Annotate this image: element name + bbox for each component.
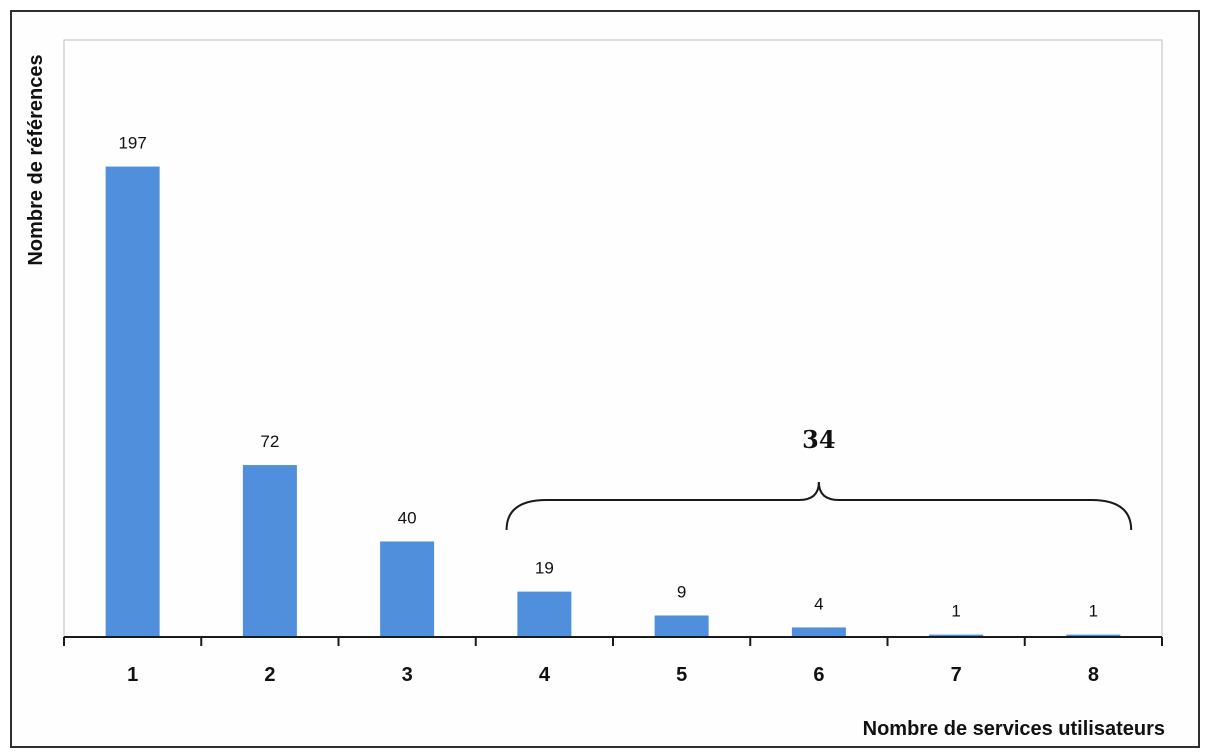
- x-tick-label-4: 4: [539, 664, 551, 686]
- data-label-8: 1: [1089, 602, 1098, 621]
- x-tick-label-5: 5: [676, 664, 687, 686]
- bar-5: [654, 615, 709, 637]
- data-labels: 197 72 40 19 9 4 1 1: [118, 134, 1098, 621]
- x-axis-title: Nombre de services utilisateurs: [863, 718, 1165, 740]
- bar-8: [1066, 634, 1121, 637]
- curly-brace: [505, 481, 1133, 531]
- x-axis: 1 2 3 4 5 6 7 8: [63, 636, 1163, 686]
- x-tick-label-7: 7: [951, 664, 962, 686]
- x-tick-label-2: 2: [264, 664, 275, 686]
- annotation: 34: [505, 425, 1133, 531]
- bar-7: [929, 634, 984, 637]
- data-label-7: 1: [951, 602, 960, 621]
- plot-area: [63, 39, 1163, 638]
- data-label-4: 19: [535, 559, 554, 578]
- x-tick-label-8: 8: [1088, 664, 1099, 686]
- bar-6: [791, 627, 846, 637]
- bar-2: [242, 465, 297, 637]
- data-label-6: 4: [814, 594, 823, 613]
- data-label-1: 197: [118, 134, 146, 153]
- bar-4: [517, 591, 572, 637]
- x-tick-label-1: 1: [127, 664, 138, 686]
- annotation-label: 34: [802, 425, 835, 454]
- y-axis-title: Nombre de références: [25, 54, 47, 265]
- x-tick-label-3: 3: [402, 664, 413, 686]
- data-label-2: 72: [260, 432, 279, 451]
- bars: [105, 166, 1121, 637]
- plot-border: [63, 39, 1163, 638]
- bar-3: [380, 541, 435, 637]
- x-tick-label-6: 6: [813, 664, 824, 686]
- bar-1: [105, 166, 160, 637]
- chart-frame: [10, 10, 1200, 748]
- data-label-3: 40: [398, 508, 417, 527]
- data-label-5: 9: [677, 583, 686, 602]
